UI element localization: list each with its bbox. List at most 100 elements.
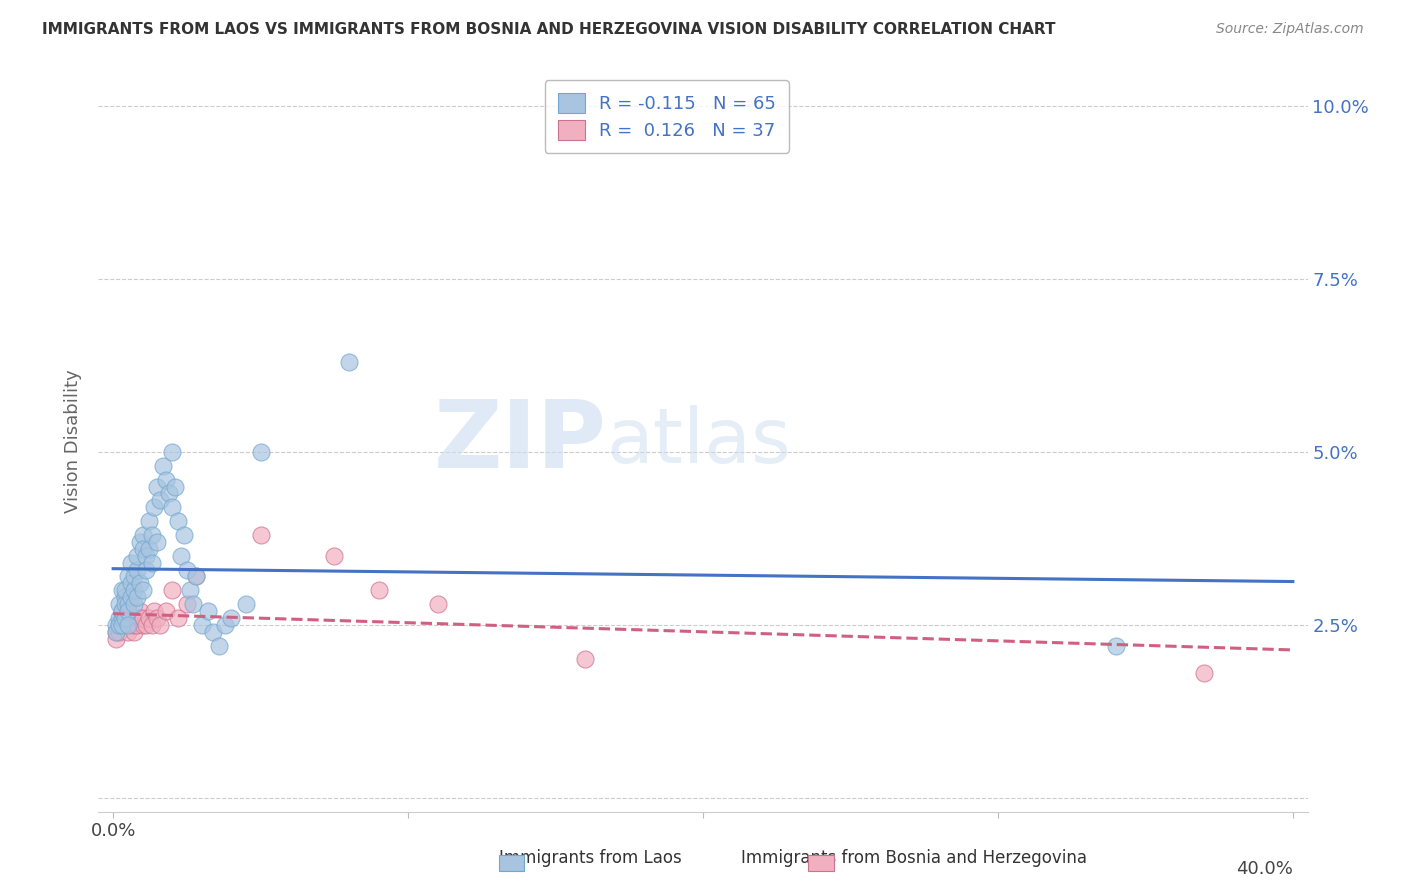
Point xyxy=(125,618,148,632)
Point xyxy=(170,549,193,563)
Point xyxy=(120,556,142,570)
Point xyxy=(135,618,157,632)
Point xyxy=(143,500,166,515)
Point xyxy=(108,618,131,632)
Point xyxy=(120,618,142,632)
Point xyxy=(128,576,150,591)
Point xyxy=(167,611,190,625)
Point xyxy=(426,597,449,611)
Point xyxy=(208,639,231,653)
Point xyxy=(219,611,242,625)
Point xyxy=(125,563,148,577)
Point xyxy=(114,591,136,605)
Point xyxy=(120,611,142,625)
Point xyxy=(197,604,219,618)
Point xyxy=(111,618,134,632)
Point xyxy=(574,652,596,666)
Point xyxy=(157,486,180,500)
Point xyxy=(125,549,148,563)
Point xyxy=(160,583,183,598)
Point xyxy=(114,583,136,598)
Point xyxy=(337,355,360,369)
Point xyxy=(111,604,134,618)
Point xyxy=(105,624,128,639)
Point xyxy=(184,569,207,583)
Point xyxy=(122,583,145,598)
Point xyxy=(143,604,166,618)
Point xyxy=(160,445,183,459)
Point xyxy=(117,604,139,618)
Point xyxy=(138,611,160,625)
Point xyxy=(111,611,134,625)
Point xyxy=(117,597,139,611)
Text: Source: ZipAtlas.com: Source: ZipAtlas.com xyxy=(1216,22,1364,37)
Point xyxy=(141,556,163,570)
Legend: R = -0.115   N = 65, R =  0.126   N = 37: R = -0.115 N = 65, R = 0.126 N = 37 xyxy=(546,80,789,153)
Text: Immigrants from Bosnia and Herzegovina: Immigrants from Bosnia and Herzegovina xyxy=(741,849,1087,867)
Point xyxy=(249,445,271,459)
Text: Immigrants from Laos: Immigrants from Laos xyxy=(499,849,682,867)
Point xyxy=(111,604,134,618)
Point xyxy=(114,618,136,632)
Point xyxy=(131,528,153,542)
Point xyxy=(105,624,128,639)
Point xyxy=(146,611,169,625)
Point xyxy=(1105,639,1128,653)
Point xyxy=(105,618,128,632)
Point xyxy=(108,624,131,639)
Point xyxy=(138,514,160,528)
Point xyxy=(141,528,163,542)
Point xyxy=(117,569,139,583)
Point xyxy=(131,583,153,598)
Point xyxy=(149,493,172,508)
Point xyxy=(138,541,160,556)
Point xyxy=(108,597,131,611)
Point xyxy=(114,611,136,625)
Point xyxy=(108,618,131,632)
Point xyxy=(122,624,145,639)
Point xyxy=(165,479,187,493)
Point xyxy=(122,569,145,583)
Point xyxy=(1194,666,1216,681)
Point xyxy=(179,583,201,598)
Point xyxy=(367,583,389,598)
Point xyxy=(120,576,142,591)
Text: ZIP: ZIP xyxy=(433,395,606,488)
Point xyxy=(128,534,150,549)
Point xyxy=(125,611,148,625)
Point xyxy=(184,569,207,583)
Text: 40.0%: 40.0% xyxy=(1236,860,1294,878)
Point xyxy=(125,591,148,605)
Point xyxy=(114,597,136,611)
Point xyxy=(235,597,257,611)
Text: atlas: atlas xyxy=(606,405,792,478)
Point xyxy=(114,604,136,618)
Point xyxy=(120,591,142,605)
Point xyxy=(111,618,134,632)
Text: IMMIGRANTS FROM LAOS VS IMMIGRANTS FROM BOSNIA AND HERZEGOVINA VISION DISABILITY: IMMIGRANTS FROM LAOS VS IMMIGRANTS FROM … xyxy=(42,22,1056,37)
Point xyxy=(117,611,139,625)
Point xyxy=(131,618,153,632)
Point xyxy=(135,549,157,563)
Point xyxy=(181,597,204,611)
Y-axis label: Vision Disability: Vision Disability xyxy=(65,369,83,514)
Point xyxy=(122,618,145,632)
Point xyxy=(131,541,153,556)
Point xyxy=(108,611,131,625)
Point xyxy=(111,583,134,598)
Point xyxy=(176,563,198,577)
Point xyxy=(105,632,128,646)
Point xyxy=(135,563,157,577)
Point xyxy=(111,611,134,625)
Point xyxy=(202,624,225,639)
Point xyxy=(323,549,346,563)
Point xyxy=(214,618,236,632)
Point xyxy=(155,604,177,618)
Point xyxy=(122,597,145,611)
Point xyxy=(146,479,169,493)
Point xyxy=(155,473,177,487)
Point xyxy=(249,528,271,542)
Point xyxy=(141,618,163,632)
Point xyxy=(117,624,139,639)
Point xyxy=(149,618,172,632)
